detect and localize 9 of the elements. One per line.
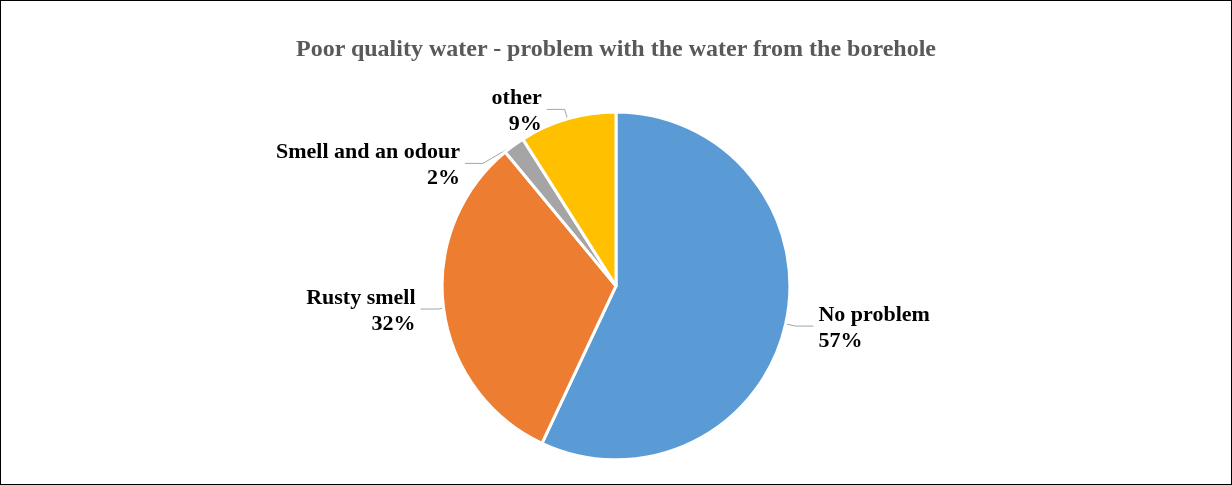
data-label: 57%	[818, 326, 863, 352]
slice-label: Smell and an odour	[275, 137, 461, 163]
slice-label: Rusty smell	[306, 283, 416, 309]
slice-label: other	[491, 83, 542, 109]
data-label: 9%	[508, 109, 542, 135]
data-label: 32%	[371, 309, 416, 335]
chart-title: Poor quality water - problem with the water from the borehole	[296, 35, 937, 61]
data-label: 2%	[426, 163, 460, 189]
slice-label: No problem	[818, 300, 930, 326]
